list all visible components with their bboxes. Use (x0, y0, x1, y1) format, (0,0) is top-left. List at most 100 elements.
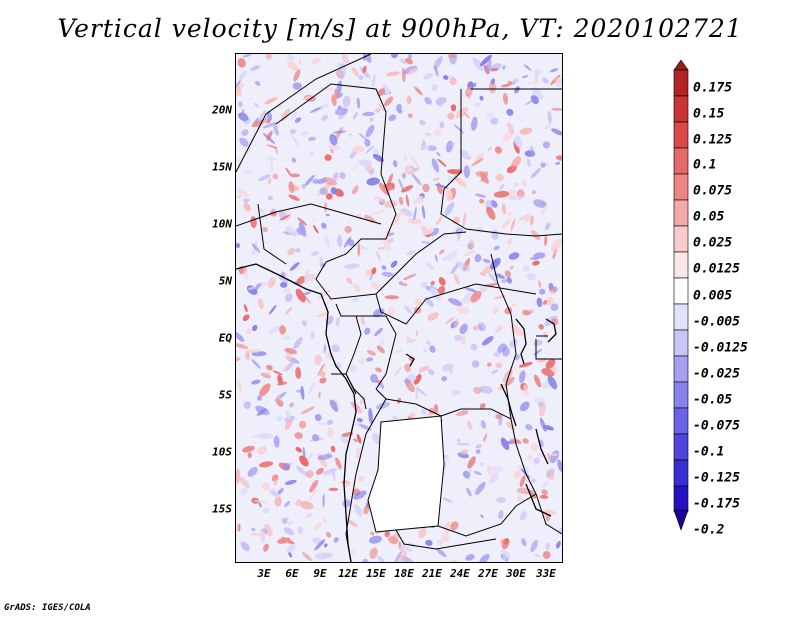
colorbar-swatch (673, 199, 689, 227)
updraft-cell (267, 177, 272, 185)
downdraft-cell (475, 481, 486, 495)
colorbar-label: 0.05 (693, 209, 725, 225)
downdraft-cell (523, 64, 532, 71)
updraft-cell (236, 84, 242, 97)
updraft-cell (455, 107, 469, 119)
downdraft-cell (470, 343, 478, 351)
colorbar-swatch (673, 277, 689, 305)
downdraft-cell (442, 75, 449, 80)
downdraft-cell (431, 158, 440, 173)
downdraft-cell (324, 543, 328, 548)
downdraft-cell (403, 305, 413, 315)
updraft-cell (437, 285, 446, 296)
downdraft-cell (356, 97, 361, 109)
colorbar-swatch (673, 485, 689, 513)
updraft-cell (283, 287, 291, 294)
downdraft-cell (499, 183, 505, 191)
downdraft-cell (448, 297, 463, 307)
updraft-cell (483, 433, 488, 442)
downdraft-cell (284, 479, 297, 485)
updraft-cell (358, 357, 365, 365)
updraft-cell (415, 330, 419, 337)
downdraft-cell (251, 527, 256, 532)
updraft-cell (433, 404, 439, 415)
updraft-cell (493, 190, 510, 198)
downdraft-cell (337, 105, 342, 110)
downdraft-cell (352, 111, 359, 120)
downdraft-cell (533, 68, 542, 75)
updraft-cell (285, 167, 293, 178)
downdraft-cell (334, 175, 341, 182)
updraft-cell (362, 65, 367, 74)
updraft-cell (507, 122, 515, 135)
updraft-cell (408, 219, 422, 223)
updraft-cell (334, 88, 339, 100)
updraft-cell (301, 552, 313, 561)
downdraft-cell (251, 379, 261, 385)
downdraft-cell (267, 195, 273, 201)
downdraft-cell (479, 54, 492, 67)
updraft-cell (318, 370, 326, 378)
downdraft-cell (514, 86, 520, 94)
updraft-cell (384, 96, 394, 107)
colorbar-label: -0.025 (693, 366, 740, 382)
downdraft-cell (493, 245, 500, 251)
updraft-cell (450, 559, 458, 562)
y-tick-label: 20N (212, 103, 232, 117)
updraft-cell (356, 447, 361, 459)
updraft-cell (470, 157, 484, 167)
colorbar (673, 60, 689, 531)
downdraft-cell (255, 81, 261, 86)
downdraft-cell (480, 420, 486, 429)
downdraft-cell (512, 78, 519, 85)
updraft-cell (377, 88, 386, 97)
updraft-cell (495, 413, 502, 420)
updraft-cell (487, 147, 492, 151)
updraft-cell (236, 380, 243, 393)
downdraft-cell (475, 444, 482, 449)
downdraft-cell (288, 111, 298, 122)
downdraft-cell (285, 360, 295, 372)
downdraft-cell (290, 132, 299, 147)
downdraft-cell (421, 408, 427, 416)
map-panel (235, 53, 563, 563)
updraft-cell (509, 265, 514, 270)
updraft-cell (551, 108, 562, 111)
downdraft-cell (473, 82, 477, 88)
updraft-cell (447, 169, 463, 175)
downdraft-cell (282, 336, 291, 341)
updraft-cell (466, 420, 473, 430)
updraft-cell (351, 67, 360, 78)
updraft-cell (384, 530, 391, 538)
downdraft-cell (287, 520, 293, 526)
downdraft-cell (343, 236, 352, 248)
downdraft-cell (549, 450, 560, 464)
updraft-cell (237, 523, 241, 532)
downdraft-cell (329, 399, 339, 412)
updraft-cell (308, 273, 316, 282)
updraft-cell (369, 547, 378, 559)
updraft-cell (447, 54, 457, 59)
updraft-cell (288, 194, 300, 201)
downdraft-cell (358, 423, 372, 431)
y-tick-label: 15N (212, 160, 232, 174)
downdraft-cell (372, 154, 384, 162)
downdraft-cell (464, 287, 478, 293)
downdraft-cell (423, 73, 433, 80)
downdraft-cell (459, 149, 471, 161)
downdraft-cell (530, 95, 539, 105)
colorbar-swatch (673, 121, 689, 149)
downdraft-cell (532, 87, 544, 100)
updraft-cell (300, 406, 315, 415)
updraft-cell (394, 554, 407, 562)
updraft-cell (236, 357, 241, 362)
downdraft-cell (368, 535, 382, 544)
downdraft-cell (256, 408, 267, 416)
updraft-cell (453, 273, 460, 285)
downdraft-cell (242, 170, 254, 174)
downdraft-cell (317, 454, 333, 460)
updraft-cell (519, 127, 533, 135)
downdraft-cell (457, 261, 471, 272)
downdraft-cell (473, 102, 481, 107)
updraft-cell (257, 298, 264, 310)
